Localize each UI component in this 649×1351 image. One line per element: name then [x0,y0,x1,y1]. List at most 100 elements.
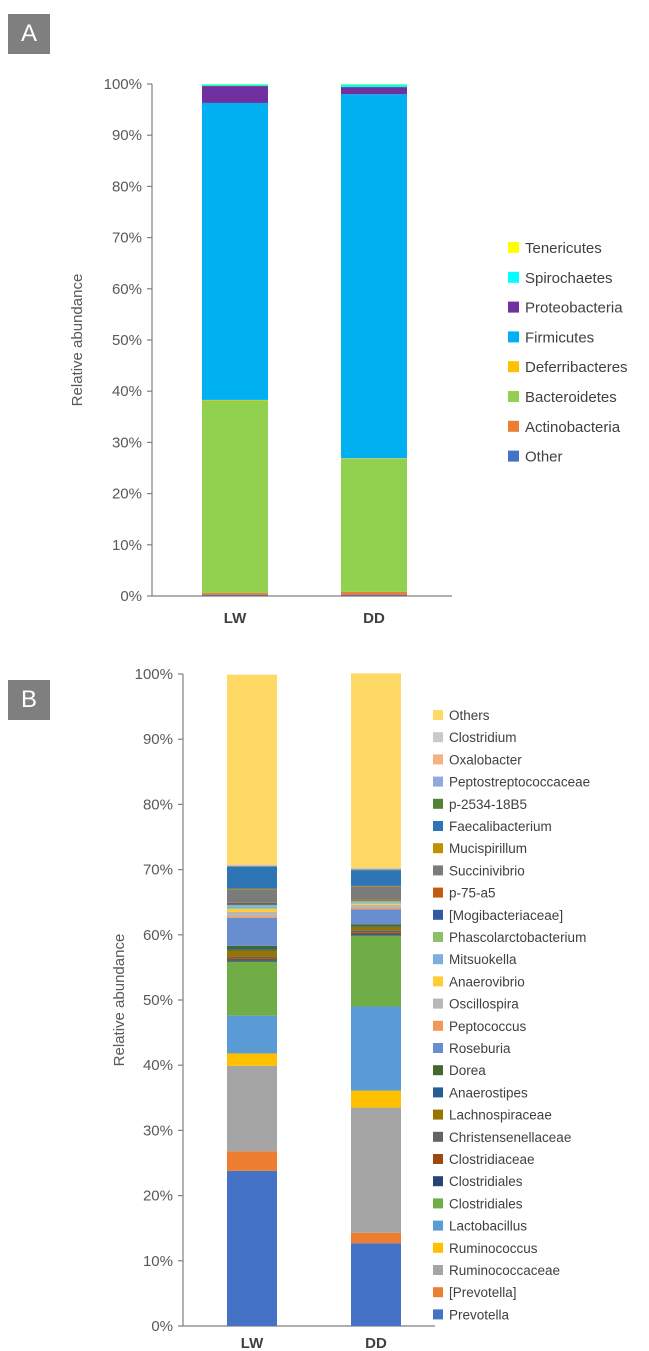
legend-label: Deferribacteres [525,359,628,376]
legend-label: Clostridiales [449,1174,523,1189]
bar-segment-lw [202,102,268,400]
legend-swatch [433,1265,443,1275]
y-tick-label: 80% [143,796,173,813]
bar-segment-dd [351,935,401,1007]
bar-segment-dd [351,899,401,901]
bar-segment-dd [341,94,407,459]
legend-label: Firmicutes [525,329,594,346]
bar-segment-dd [341,458,407,459]
legend-swatch [508,242,519,253]
bar-segment-lw [227,917,277,946]
bar-segment-dd [351,926,401,931]
legend-swatch [508,331,519,343]
legend-swatch [433,1176,443,1187]
bar-segment-dd [351,1107,401,1233]
y-tick-label: 70% [143,862,173,879]
legend-swatch [433,1220,443,1231]
bar-segment-lw [227,916,277,918]
legend-label: Mucispirillum [449,841,527,856]
y-axis-title: Relative abundance [111,934,128,1067]
legend-label: [Mogibacteriaceae] [449,908,563,923]
legend-swatch [433,932,443,942]
legend-label: Clostridiales [449,1196,523,1211]
bar-segment-dd [351,885,401,887]
bar-segment-lw [227,674,277,865]
y-tick-label: 40% [112,383,142,400]
legend-label: p-2534-18B5 [449,797,527,812]
legend-swatch [433,1198,443,1209]
bar-segment-lw [202,399,268,401]
y-tick-label: 10% [143,1253,173,1270]
y-tick-label: 60% [143,927,173,944]
legend-swatch [433,1065,443,1076]
bar-segment-lw [227,1151,277,1171]
bar-segment-lw [227,908,277,912]
legend-swatch [508,391,519,402]
legend-label: Ruminococcaceae [449,1263,560,1278]
legend-swatch [433,1087,443,1098]
bar-segment-dd [351,870,401,886]
y-axis-title: Relative abundance [69,274,86,407]
legend-swatch [433,1154,443,1164]
bar-segment-lw [227,865,277,866]
legend-label: Oxalobacter [449,752,522,767]
bar-segment-lw [227,1065,277,1152]
legend-label: Mitsuokella [449,952,517,967]
bar-segment-lw [227,1170,277,1326]
bar-segment-lw [227,949,277,951]
bar-segment-dd [351,902,401,904]
y-tick-label: 0% [120,588,142,605]
panel-label-b: B [8,680,50,720]
legend-label: Anaerostipes [449,1085,528,1100]
bar-segment-lw [227,903,277,905]
bar-segment-lw [227,961,277,1016]
bar-segment-dd [341,458,407,592]
bar-segment-dd [341,591,407,595]
bar-segment-dd [351,1232,401,1244]
y-tick-label: 50% [112,332,142,349]
bar-segment-lw [227,1015,277,1054]
bar-segment-lw [227,956,277,959]
legend-swatch [433,1109,443,1120]
legend-label: Lactobacillus [449,1219,527,1234]
bar-segment-dd [341,84,407,85]
legend-swatch [433,1309,443,1320]
bar-segment-lw [227,958,277,961]
bar-segment-dd [351,1090,401,1108]
legend-label: Anaerovibrio [449,974,525,989]
bar-segment-dd [351,1243,401,1326]
bar-segment-lw [202,400,268,593]
legend-label: Bacteroidetes [525,389,617,406]
y-tick-label: 20% [143,1188,173,1205]
legend-label: [Prevotella] [449,1285,517,1300]
y-tick-label: 70% [112,230,142,247]
legend-label: Ruminococcus [449,1241,538,1256]
legend-label: Other [525,449,563,466]
legend-swatch [433,1287,443,1298]
legend-label: Phascolarctobacterium [449,930,586,945]
legend-swatch [433,954,443,965]
legend-label: Actinobacteria [525,419,621,436]
bar-segment-lw [202,594,268,596]
x-category-label: LW [224,610,247,627]
y-tick-label: 100% [104,76,142,93]
legend-label: Christensenellaceae [449,1130,571,1145]
x-category-label: DD [365,1335,387,1351]
bar-segment-dd [351,867,401,869]
y-tick-label: 90% [112,127,142,144]
legend-label: Prevotella [449,1307,510,1322]
y-tick-label: 20% [112,486,142,503]
bar-segment-dd [351,886,401,900]
bar-segment-lw [227,866,277,889]
bar-segment-lw [227,906,277,909]
bar-segment-lw [227,864,277,866]
legend-swatch [433,843,443,854]
legend-swatch [433,798,443,809]
legend-swatch [508,420,519,432]
legend-label: Proteobacteria [525,300,623,317]
bar-segment-lw [227,889,277,903]
bar-segment-lw [227,950,277,957]
legend-swatch [433,1242,443,1253]
legend-label: p-75-a5 [449,886,496,901]
bar-segment-dd [351,869,401,871]
